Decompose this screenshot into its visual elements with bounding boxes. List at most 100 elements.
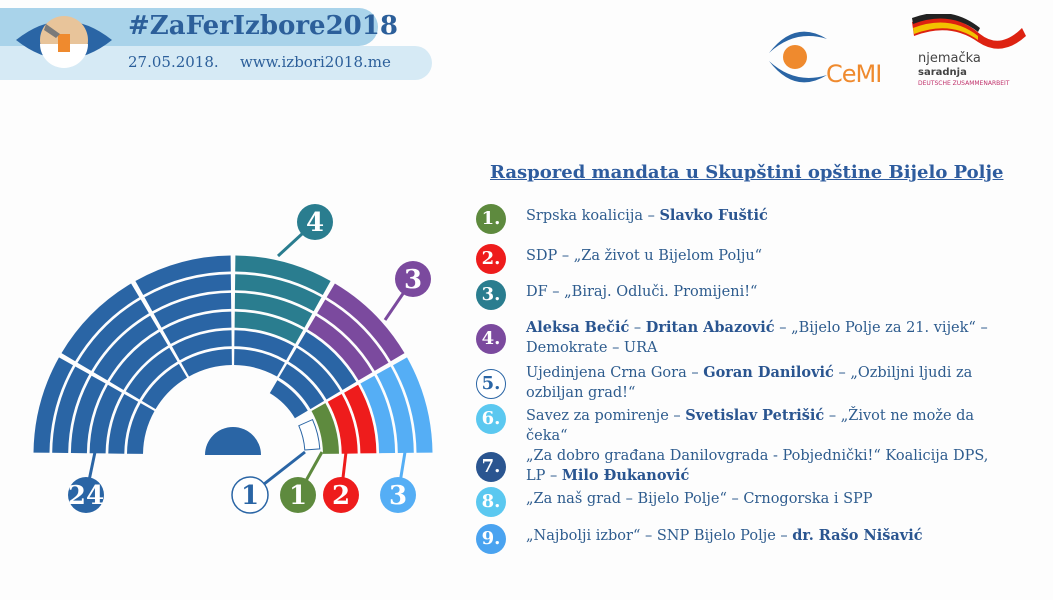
list-name: – „Bijelo Polje za 21. vijek“ – Demokrat… — [526, 320, 988, 356]
list-name: DF – „Biraj. Odluči. Promijeni!“ — [526, 284, 758, 300]
seat — [234, 311, 304, 344]
seat — [235, 255, 331, 295]
cemi-logo-text: CeMI — [826, 60, 882, 88]
list-name: Srpska koalicija – — [526, 208, 660, 224]
list-name: Ujedinjena Crna Gora – — [526, 365, 704, 381]
seat-count-bubble — [68, 477, 104, 513]
legend-number: 2. — [476, 244, 506, 274]
legend-number: 9. — [476, 524, 506, 554]
list-name: „Za naš grad – Bijelo Polje“ – Crnogorsk… — [526, 491, 873, 507]
legend-number: 4. — [476, 324, 506, 354]
seat — [311, 403, 339, 454]
seat — [327, 394, 358, 454]
seat — [70, 375, 106, 454]
legend-text: Aleksa Bečić – Dritan Abazović – „Bijelo… — [526, 318, 996, 358]
legend-text: „Za dobro građana Danilovgrada - Pobjedn… — [526, 446, 996, 486]
seat — [288, 347, 341, 400]
legend-text: Srpska koalicija – Slavko Fuštić — [526, 206, 996, 226]
legend-number: 7. — [476, 452, 506, 482]
legend-text: DF – „Biraj. Odluči. Promijeni!“ — [526, 282, 996, 302]
speaker-dome — [205, 427, 261, 455]
candidate-name: Svetislav Petrišić — [685, 407, 825, 424]
seat — [144, 274, 231, 312]
candidate-name: Milo Đukanović — [561, 467, 690, 484]
seat — [109, 331, 168, 390]
page-title: Raspored mandata u Skupštini opštine Bij… — [490, 162, 1004, 183]
seat-count-bubble — [323, 477, 359, 513]
seat — [135, 255, 231, 295]
seat — [61, 283, 140, 362]
legend-text: Ujedinjena Crna Gora – Goran Danilović –… — [526, 363, 996, 403]
candidate-name: Slavko Fuštić — [659, 207, 768, 224]
seat — [307, 315, 373, 381]
candidate-name: Aleksa Bečić — [526, 319, 630, 336]
seat — [234, 349, 285, 377]
seat — [298, 331, 357, 390]
seat — [234, 292, 313, 328]
seat-count-label: 2 — [332, 481, 350, 511]
seat — [234, 330, 294, 361]
seat-count-label: 24 — [68, 481, 104, 511]
candidate-name: Goran Danilović — [703, 364, 834, 381]
seat — [77, 299, 149, 371]
seat — [360, 375, 396, 454]
seat — [317, 299, 389, 371]
legend-text: „Najbolji izbor“ – SNP Bijelo Polje – dr… — [526, 526, 996, 546]
giz-line1: njemačka — [918, 51, 981, 66]
legend-number: 6. — [476, 404, 506, 434]
giz-line2: saradnja — [918, 67, 967, 78]
seat — [52, 366, 90, 453]
seat — [278, 363, 325, 410]
legend-number: 1. — [476, 204, 506, 234]
list-name: – „Ozbiljni ljudi za ozbiljan grad!“ — [526, 365, 973, 401]
flag-ribbon-logo — [912, 14, 1026, 49]
list-name: „Najbolji izbor“ – SNP Bijelo Polje – — [526, 528, 793, 544]
seat — [235, 274, 322, 312]
eye-logo — [16, 16, 112, 68]
hashtag: #ZaFerIzbore2018 — [128, 11, 398, 41]
seat — [172, 330, 232, 361]
seat — [93, 315, 159, 381]
legend-number: 3. — [476, 280, 506, 310]
legend-text: „Za naš grad – Bijelo Polje“ – Crnogorsk… — [526, 489, 996, 509]
seat — [89, 384, 122, 454]
date: 27.05.2018. — [128, 53, 219, 71]
seat-count-bubble — [395, 261, 431, 297]
legend-text: Savez za pomirenje – Svetislav Petrišić … — [526, 406, 996, 446]
seat — [33, 357, 73, 453]
seat — [269, 380, 308, 419]
list-name: „Za dobro građana Danilovgrada - Pobjedn… — [526, 448, 989, 484]
seat — [298, 418, 321, 451]
seat — [127, 403, 155, 454]
seat-count-label: 3 — [404, 265, 422, 295]
seat — [344, 384, 377, 454]
seat — [153, 292, 232, 328]
cemi-logo — [769, 31, 827, 83]
list-name: Savez za pomirenje – — [526, 408, 686, 424]
seat — [141, 363, 188, 410]
seat — [393, 357, 433, 453]
seat — [181, 349, 232, 377]
website-link[interactable]: www.izbori2018.me — [240, 53, 391, 71]
legend-text: SDP – „Za život u Bijelom Polju“ — [526, 246, 996, 266]
seat-count-label: 1 — [241, 481, 259, 511]
candidate-name: dr. Rašo Nišavić — [792, 527, 923, 544]
seat-count-label: 4 — [306, 208, 324, 238]
list-name: SDP – „Za život u Bijelom Polju“ — [526, 248, 763, 264]
list-name: – „Život ne može da čeka“ — [526, 408, 975, 444]
seat-count-bubble — [280, 477, 316, 513]
list-name: – — [629, 320, 646, 336]
seat-count-bubble — [380, 477, 416, 513]
giz-line3: DEUTSCHE ZUSAMMENARBEIT — [918, 80, 1010, 87]
legend-number: 5. — [476, 369, 506, 399]
seat — [376, 366, 414, 453]
seat — [326, 283, 405, 362]
seat — [125, 347, 178, 400]
candidate-name: Dritan Abazović — [645, 319, 775, 336]
seat-count-bubble — [231, 476, 269, 514]
legend-number: 8. — [476, 487, 506, 517]
seat — [162, 311, 232, 344]
seat-count-bubble — [297, 204, 333, 240]
seat-count-label: 3 — [389, 481, 407, 511]
